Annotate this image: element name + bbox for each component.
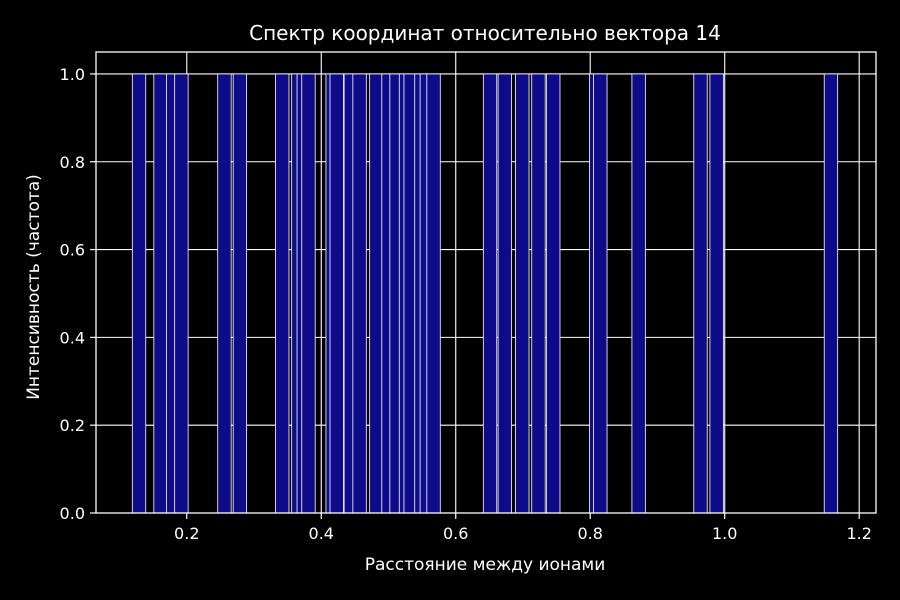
bar	[329, 73, 344, 514]
axis-ticks: 0.2 0.4 0.6 0.8 1.0 1.2 0.0 0.2 0.4 0.6 0.8 1.0	[60, 65, 872, 543]
y-tick-label: 0.6	[60, 241, 85, 260]
y-tick-label: 0.8	[60, 153, 85, 172]
bar	[531, 73, 546, 514]
bar	[131, 73, 147, 514]
bar	[217, 73, 232, 514]
bar	[546, 73, 561, 514]
bar	[232, 73, 248, 514]
bar	[593, 73, 608, 514]
bar	[497, 73, 512, 514]
bar	[369, 73, 384, 514]
chart-title: Спектр координат относительно вектора 14	[249, 21, 721, 45]
y-tick-label: 0.4	[60, 328, 85, 347]
y-tick-label: 1.0	[60, 65, 85, 84]
bar	[823, 73, 839, 514]
bar	[426, 73, 441, 514]
bar	[301, 73, 316, 514]
bar	[275, 73, 290, 514]
plot-frame	[95, 51, 877, 514]
x-tick-label: 0.8	[577, 524, 602, 543]
bar	[153, 73, 168, 514]
y-axis-label: Интенсивность (частота)	[24, 174, 44, 400]
bar	[482, 73, 498, 514]
x-tick-label: 1.0	[712, 524, 737, 543]
x-tick-label: 1.2	[846, 524, 871, 543]
x-tick-label: 0.6	[443, 524, 468, 543]
bar	[515, 73, 530, 514]
bars	[131, 73, 839, 514]
y-tick-label: 0.2	[60, 416, 85, 435]
bar	[174, 73, 189, 514]
bar	[352, 73, 367, 514]
bar	[693, 73, 708, 514]
x-axis-label: Расстояние между ионами	[365, 555, 606, 575]
x-tick-label: 0.4	[309, 524, 334, 543]
y-tick-label: 0.0	[60, 504, 85, 523]
x-tick-label: 0.2	[174, 524, 199, 543]
bar	[709, 73, 724, 514]
bar	[631, 73, 646, 514]
